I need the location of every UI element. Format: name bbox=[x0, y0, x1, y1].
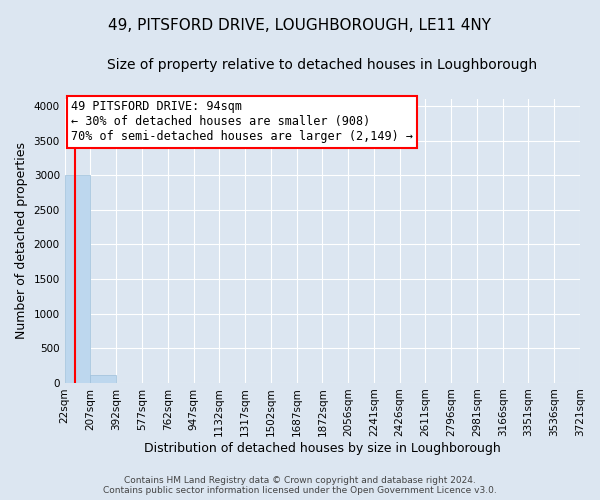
Text: Contains HM Land Registry data © Crown copyright and database right 2024.
Contai: Contains HM Land Registry data © Crown c… bbox=[103, 476, 497, 495]
Text: 49 PITSFORD DRIVE: 94sqm
← 30% of detached houses are smaller (908)
70% of semi-: 49 PITSFORD DRIVE: 94sqm ← 30% of detach… bbox=[71, 100, 413, 144]
Bar bbox=[91, 375, 116, 383]
Text: 49, PITSFORD DRIVE, LOUGHBOROUGH, LE11 4NY: 49, PITSFORD DRIVE, LOUGHBOROUGH, LE11 4… bbox=[109, 18, 491, 32]
Title: Size of property relative to detached houses in Loughborough: Size of property relative to detached ho… bbox=[107, 58, 538, 71]
Bar bbox=[65, 175, 91, 383]
X-axis label: Distribution of detached houses by size in Loughborough: Distribution of detached houses by size … bbox=[144, 442, 501, 455]
Y-axis label: Number of detached properties: Number of detached properties bbox=[15, 142, 28, 340]
